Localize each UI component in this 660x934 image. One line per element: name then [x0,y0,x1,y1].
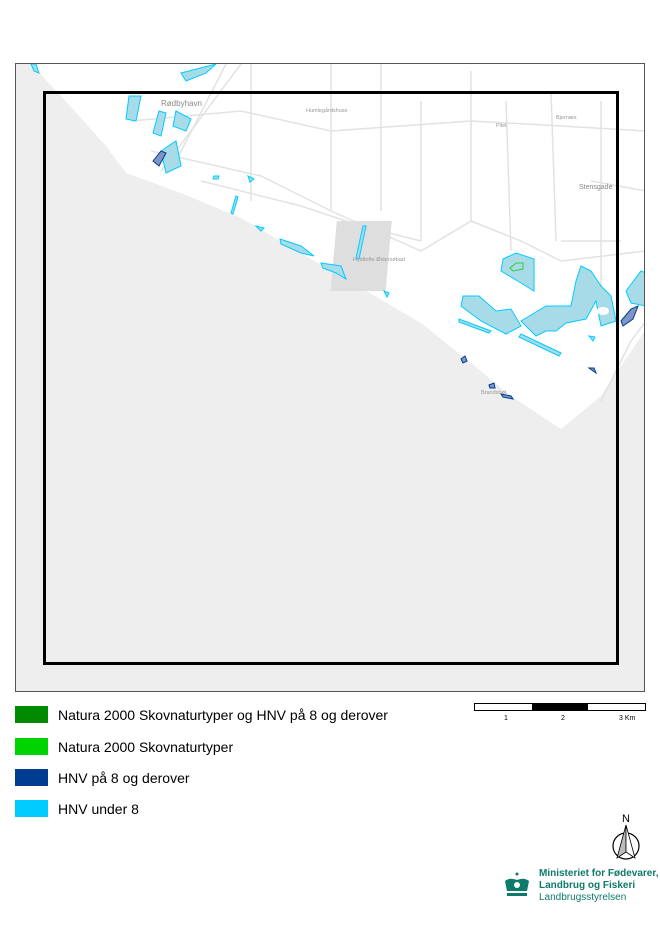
legend-swatch [15,706,48,723]
scale-segment [531,704,589,710]
hnv-under-8-area [247,175,255,183]
scale-segment [475,704,532,710]
place-label: Hyldtofte Østersøbad [353,257,405,263]
natura2000-forest-area [509,262,524,272]
built-up-area [330,221,392,291]
scale-label: 2 [561,715,565,722]
ministry-logo: Ministeriet for Fødevarer, Landbrug og F… [502,868,658,904]
hnv-under-8-areas [30,64,644,357]
hnv-8-plus-area [587,367,598,375]
hnv-under-8-area [212,175,220,180]
hnv-under-8-area [320,262,347,281]
hnv-under-8-area [125,95,142,122]
place-label: Humlegårdshuse [306,107,348,114]
north-arrow: N [610,812,644,867]
hnv-under-8-area [254,225,265,232]
legend-label: Natura 2000 Skovnaturtyper og HNV på 8 o… [58,706,388,723]
hnv-under-8-area [180,64,217,82]
legend-swatch [15,800,48,817]
place-labels: Rødbyhavn Humlegårdshuse Pilet Bjernæs S… [161,99,613,396]
hnv-under-8-area [279,238,315,257]
hnv-under-8-area [518,333,562,357]
hnv-under-8-area [152,110,167,137]
legend-label: HNV under 8 [58,800,139,817]
scale-label: 1 [504,715,508,722]
hnv-under-8-area [458,318,492,334]
hnv-under-8-area [460,295,522,335]
north-arrow-icon: N [612,813,640,860]
hnv-8-plus-area [620,305,639,327]
hnv-under-8-area [587,335,596,342]
logo-line-3: Landbrugsstyrelsen [539,892,627,903]
legend-item: Natura 2000 Skovnaturtyper og HNV på 8 o… [15,706,388,723]
hnv-under-8-area [30,64,40,74]
legend-label: Natura 2000 Skovnaturtyper [58,738,234,755]
legend-swatch [15,769,48,786]
legend-item: HNV på 8 og derover [15,769,190,786]
extent-frame [43,91,619,665]
hnv-under-8-area [160,140,182,174]
hnv-under-8-hole [597,307,609,315]
legend-item: HNV under 8 [15,800,139,817]
hnv-8-plus-areas [152,150,639,400]
hnv-8-plus-area [499,393,515,400]
sea-area [16,64,644,691]
logo-line-1: Ministeriet for Fødevarer, [539,868,659,879]
hnv-under-8-area [500,252,535,292]
legend-label: HNV på 8 og derover [58,769,190,786]
map-view[interactable]: Rødbyhavn Humlegårdshuse Pilet Bjernæs S… [15,63,645,692]
road-network [130,64,644,402]
hnv-8-plus-area [488,382,496,389]
place-label: Brandsbøl [481,390,506,396]
north-label: N [622,813,630,825]
place-label: Bjernæs [556,115,577,121]
hnv-under-8-area [230,195,239,215]
hnv-under-8-area [172,110,192,132]
hnv-under-8-area [355,225,367,260]
scale-bar [474,703,646,711]
place-label: Stensgade [579,184,613,191]
legend-swatch [15,738,48,755]
scale-label: 3 Km [619,715,636,722]
hnv-under-8-area [625,270,644,307]
place-label: Pilet [496,123,507,129]
logo-line-2: Landbrug og Fiskeri [539,880,636,891]
legend-item: Natura 2000 Skovnaturtyper [15,738,233,755]
crown-icon [505,872,529,896]
map-canvas: Rødbyhavn Humlegårdshuse Pilet Bjernæs S… [16,64,644,691]
hnv-8-plus-area [460,355,468,364]
hnv-under-8-area [382,290,390,299]
hnv-8-plus-area [152,150,167,167]
place-label: Rødbyhavn [161,99,202,108]
scale-segment [588,704,646,710]
